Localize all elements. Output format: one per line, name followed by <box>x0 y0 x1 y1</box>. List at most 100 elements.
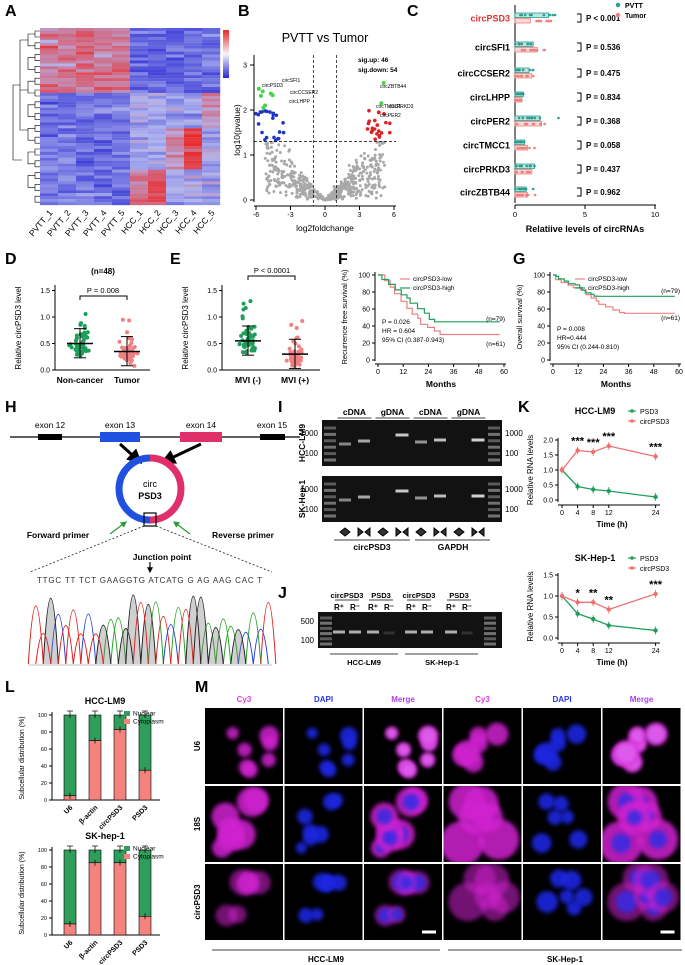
legend-text: circPSD3-low <box>588 276 627 283</box>
gene-label: circPER2 <box>380 113 401 119</box>
point <box>543 48 546 52</box>
heatmap-cell <box>202 84 221 88</box>
heatmap-cell <box>40 72 59 76</box>
tick-label: 1.5 <box>40 288 50 295</box>
cells <box>211 787 269 858</box>
point <box>358 184 362 188</box>
heatmap-cell <box>112 202 131 206</box>
point <box>240 350 245 355</box>
heatmap-cell <box>148 196 167 200</box>
point <box>321 195 325 199</box>
marker-label: 100 <box>301 636 315 645</box>
axis-label: Recurrence free survival (%) <box>340 269 349 365</box>
group-label: PSD3 <box>371 591 391 600</box>
gel-band <box>488 445 500 449</box>
heatmap-cell <box>202 154 221 158</box>
gel-band <box>488 439 500 443</box>
point <box>74 336 79 341</box>
heatmap-cell <box>184 116 203 120</box>
heatmap-cell <box>112 81 131 85</box>
gene-label: circLHPP <box>289 99 311 105</box>
tick-label: 8 <box>591 510 595 517</box>
heatmap-cell <box>148 163 167 167</box>
point <box>307 186 311 190</box>
point <box>265 177 269 181</box>
cells <box>374 869 430 927</box>
heatmap-cell <box>40 104 59 108</box>
heatmap-cell <box>130 131 149 135</box>
point <box>519 146 523 150</box>
primer-symbol <box>433 526 447 538</box>
bar <box>88 740 102 801</box>
heatmap-cell <box>94 60 113 64</box>
point <box>80 345 85 350</box>
group-label: circPSD3 <box>403 591 436 600</box>
heatmap-cell <box>202 157 221 161</box>
heatmap-cell <box>58 60 77 64</box>
legend-marker <box>630 556 634 560</box>
heatmap-cell <box>184 72 203 76</box>
heatmap-cell <box>76 146 95 150</box>
point <box>119 354 124 359</box>
heatmap-cell <box>166 60 185 64</box>
heatmap-cell <box>76 39 95 43</box>
point <box>128 353 133 358</box>
treatment-label: R⁺ <box>406 603 416 612</box>
point <box>345 181 349 185</box>
heatmap-cell <box>202 81 221 85</box>
significance: * <box>575 587 580 599</box>
point <box>280 159 284 163</box>
dendrogram <box>34 30 40 38</box>
gene-label: circCCSER2 <box>290 90 318 96</box>
point <box>370 126 375 131</box>
heatmap-cell <box>112 140 131 144</box>
point <box>343 177 347 181</box>
junction-box <box>143 512 157 527</box>
gene-label: circZBTB44 <box>380 84 406 90</box>
heatmap-cell <box>112 184 131 188</box>
heatmap-cell <box>184 110 203 114</box>
point <box>268 110 272 114</box>
heatmap-cell <box>94 54 113 58</box>
heatmap-cell <box>40 175 59 179</box>
gel-band <box>434 438 446 442</box>
point <box>86 348 91 353</box>
bar <box>113 862 127 936</box>
p-value: P = 0.475 <box>586 69 621 78</box>
heatmap-cell <box>130 107 149 111</box>
point <box>359 193 363 197</box>
point <box>275 179 279 183</box>
bar <box>63 714 77 797</box>
dendrogram <box>34 148 40 156</box>
heatmap-cell <box>184 140 203 144</box>
heatmap-cell <box>202 95 221 99</box>
gel-band <box>395 489 409 493</box>
heatmap-cell <box>166 202 185 206</box>
heatmap-cell <box>148 172 167 176</box>
heatmap-cell <box>58 190 77 194</box>
tick-label: 100 <box>38 713 47 719</box>
point <box>266 146 270 150</box>
heatmap-cell <box>112 87 131 91</box>
dapi-signal <box>400 876 414 890</box>
heatmap-cell <box>94 154 113 158</box>
heatmap-cell <box>112 113 131 117</box>
heatmap-cell <box>202 151 221 155</box>
tick-label: 12 <box>605 510 613 517</box>
gel-band <box>324 439 336 443</box>
heatmap-cell <box>202 193 221 197</box>
cells <box>602 786 679 862</box>
point <box>244 331 249 336</box>
heatmap-cell <box>166 63 185 67</box>
heatmap-cell <box>166 95 185 99</box>
point <box>531 187 535 191</box>
tick-label: 0 <box>323 212 327 219</box>
heatmap-cell <box>76 202 95 206</box>
point <box>557 116 560 120</box>
dapi-signal <box>654 888 673 907</box>
point <box>249 326 254 331</box>
point <box>529 164 533 168</box>
point <box>375 132 379 136</box>
heatmap-cell <box>76 169 95 173</box>
heatmap-cell <box>130 181 149 185</box>
